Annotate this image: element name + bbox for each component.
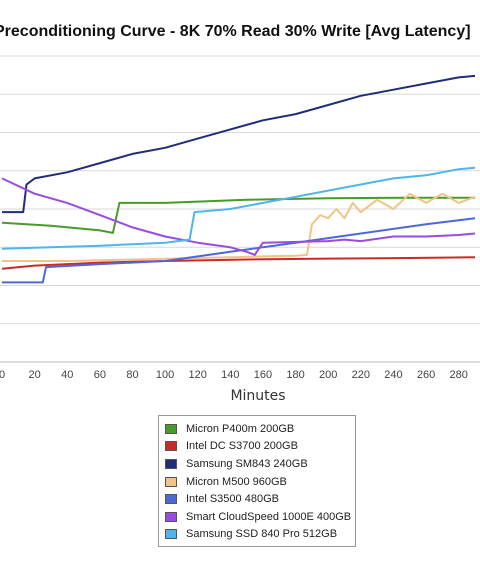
legend-swatch xyxy=(165,476,177,487)
legend-label: Intel S3500 480GB xyxy=(186,493,279,506)
series-line-3 xyxy=(2,74,476,214)
legend-item: Samsung SSD 840 Pro 512GB xyxy=(165,526,349,544)
x-tick-label: 240 xyxy=(384,369,402,381)
grid-lines xyxy=(0,55,480,363)
x-tick-label: 280 xyxy=(450,369,468,381)
chart-title: Preconditioning Curve - 8K 70% Read 30% … xyxy=(0,23,471,40)
legend-label: Samsung SM843 240GB xyxy=(186,457,308,470)
x-tick-label: 40 xyxy=(61,369,73,381)
legend-item: Intel DC S3700 200GB xyxy=(165,438,349,456)
x-tick-label: 120 xyxy=(189,369,207,381)
x-tick-label: 200 xyxy=(319,369,337,381)
legend-label: Micron P400m 200GB xyxy=(186,422,295,435)
legend-item: Micron P400m 200GB xyxy=(165,420,349,438)
x-tick-label: 160 xyxy=(254,369,272,381)
legend-item: Micron M500 960GB xyxy=(165,473,349,491)
legend-swatch xyxy=(165,511,177,522)
legend-label: Smart CloudSpeed 1000E 400GB xyxy=(186,510,352,523)
x-tick-label: 20 xyxy=(28,369,40,381)
series-lines xyxy=(1,74,476,284)
x-axis-tick-labels: 0 20 40 60 80 100 120 140 160 180 200 220 240 260 280 xyxy=(0,369,468,381)
x-tick-label: 220 xyxy=(352,369,370,381)
x-tick-label: 260 xyxy=(417,369,435,381)
legend-swatch xyxy=(165,529,177,540)
legend-label: Samsung SSD 840 Pro 512GB xyxy=(186,528,338,541)
series-line-2 xyxy=(1,256,476,270)
legend-item: Smart CloudSpeed 1000E 400GB xyxy=(165,508,352,526)
x-axis-title: Minutes xyxy=(230,388,285,404)
series-line-1 xyxy=(1,196,475,234)
series-line-5 xyxy=(2,217,476,284)
legend-swatch xyxy=(165,494,177,505)
legend-swatch xyxy=(165,441,177,452)
legend-label: Intel DC S3700 200GB xyxy=(186,440,298,453)
series-line-7 xyxy=(1,166,476,250)
series-line-6 xyxy=(1,177,476,256)
x-tick-label: 0 xyxy=(0,369,5,381)
x-tick-label: 100 xyxy=(156,369,174,381)
series-line-4 xyxy=(2,192,476,262)
x-tick-label: 80 xyxy=(126,369,138,381)
x-tick-label: 180 xyxy=(286,369,304,381)
legend: Micron P400m 200GB Intel DC S3700 200GB Sa… xyxy=(158,415,356,547)
legend-swatch xyxy=(165,458,177,469)
legend-item: Samsung SM843 240GB xyxy=(165,455,349,473)
legend-label: Micron M500 960GB xyxy=(186,475,287,488)
x-tick-label: 140 xyxy=(221,369,239,381)
x-tick-label: 60 xyxy=(94,369,106,381)
legend-swatch xyxy=(165,423,177,434)
legend-item: Intel S3500 480GB xyxy=(165,490,349,508)
